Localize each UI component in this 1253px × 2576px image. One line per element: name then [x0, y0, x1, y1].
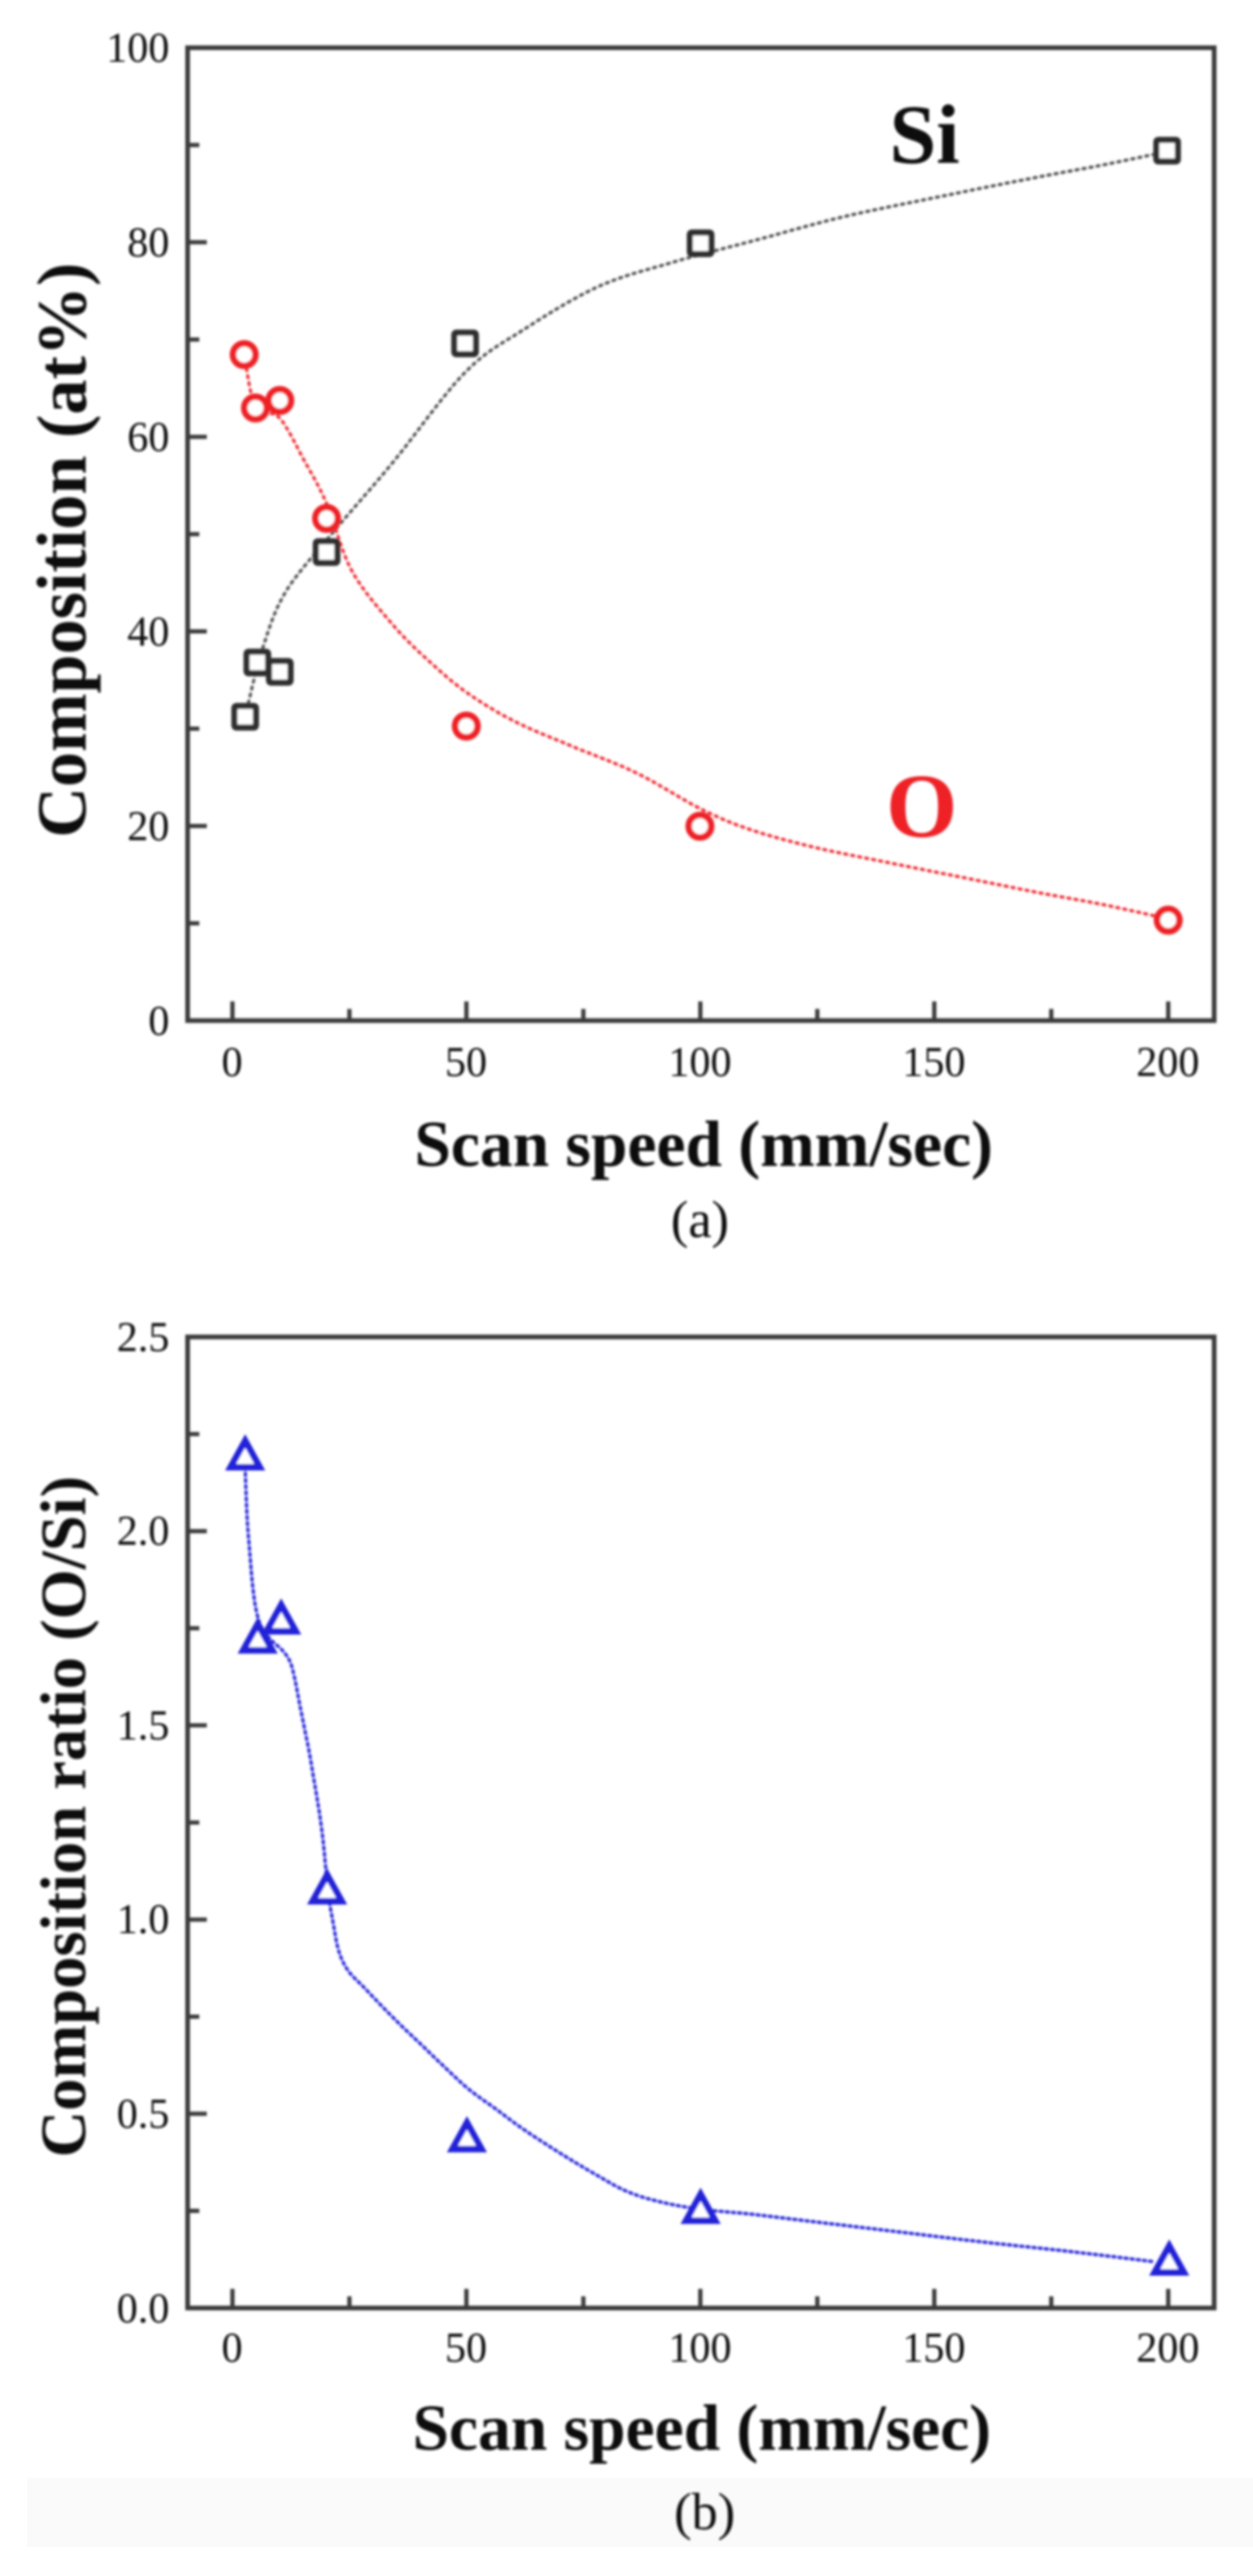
svg-text:(a): (a): [671, 1191, 729, 1249]
svg-text:60: 60: [127, 414, 169, 460]
svg-text:(b): (b): [674, 2483, 735, 2541]
svg-text:0.5: 0.5: [117, 2090, 169, 2137]
svg-text:40: 40: [127, 608, 169, 655]
svg-text:Scan speed (mm/sec): Scan speed (mm/sec): [413, 2393, 991, 2465]
svg-text:2.0: 2.0: [117, 1507, 169, 1554]
svg-text:100: 100: [107, 24, 170, 71]
svg-text:0: 0: [222, 2324, 243, 2371]
svg-text:50: 50: [445, 2324, 488, 2371]
svg-text:2.5: 2.5: [117, 1314, 169, 1361]
svg-text:200: 200: [1136, 1039, 1200, 1085]
svg-text:1.5: 1.5: [117, 1702, 169, 1749]
svg-text:0: 0: [222, 1039, 243, 1085]
svg-text:O: O: [886, 756, 957, 857]
svg-text:0: 0: [149, 997, 170, 1044]
svg-text:50: 50: [445, 1039, 488, 1085]
svg-text:Scan speed (mm/sec): Scan speed (mm/sec): [415, 1109, 993, 1181]
svg-text:Si: Si: [889, 89, 959, 182]
svg-text:100: 100: [668, 1039, 732, 1085]
svg-text:80: 80: [127, 219, 169, 266]
svg-text:200: 200: [1136, 2324, 1200, 2371]
svg-text:Composition ratio (O/Si): Composition ratio (O/Si): [28, 1476, 99, 2157]
svg-text:0.0: 0.0: [117, 2285, 169, 2332]
svg-text:150: 150: [902, 1039, 966, 1085]
svg-text:100: 100: [668, 2324, 732, 2371]
svg-text:150: 150: [902, 2324, 966, 2371]
svg-text:20: 20: [127, 803, 169, 850]
svg-text:Composition (at%): Composition (at%): [24, 263, 102, 838]
svg-text:1.0: 1.0: [117, 1896, 169, 1943]
